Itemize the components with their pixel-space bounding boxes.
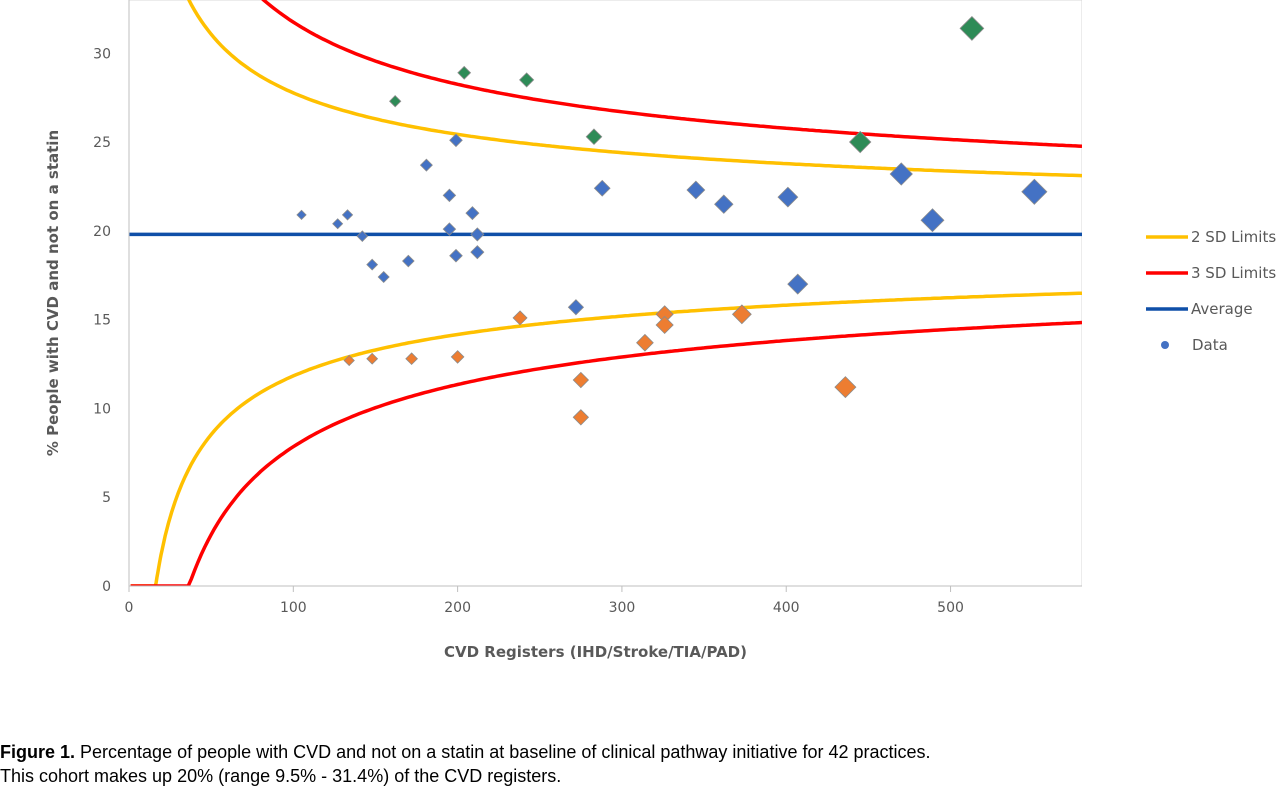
x-tick-label: 100 [280,600,307,616]
sd2-limit-upper-curve [186,0,1082,178]
data-point-within [787,273,809,295]
y-tick-label: 10 [93,401,111,417]
data-point-within [470,245,485,260]
data-point-within [377,270,390,284]
data-point-within [332,218,344,230]
data-point-above [519,72,535,88]
y-axis-title: % People with CVD and not on a statin [44,130,62,456]
sd3-limit-upper-curve [261,0,1082,149]
scatter-plot: 0 100 200 300 400 500 0 5 10 15 20 25 30 CVD Register… [44,0,1276,661]
data-point-below [450,350,465,364]
caption-line-1: Percentage of people with CVD and not on… [75,742,931,762]
data-point-above [848,130,872,154]
data-point-within [920,208,945,233]
sd3-limit-lower-curve [130,320,1082,586]
plot-frame [129,0,1082,586]
legend-label: 3 SD Limits [1191,264,1276,282]
y-tick-label: 25 [93,135,111,151]
data-point-within [777,186,799,208]
legend-label: 2 SD Limits [1191,228,1276,246]
x-tick-label: 300 [609,600,636,616]
data-point-within [442,188,457,203]
data-point-within [1021,178,1048,205]
data-point-within [686,180,706,200]
y-tick-label: 20 [93,224,111,240]
data-point-within [341,209,354,221]
data-point-within [465,206,480,221]
data-point-within [714,194,734,214]
legend-item: 2 SD Limits [1146,228,1276,246]
data-point-below [405,352,418,366]
data-point-above [389,95,402,108]
data-point-within [593,179,611,197]
legend: 2 SD Limits 3 SD Limits Average Data [1146,228,1276,354]
data-point-within [889,162,913,186]
data-point-within [419,158,433,172]
figure-caption: Figure 1. Percentage of people with CVD … [0,740,1270,788]
legend-item: Data [1161,336,1228,354]
x-tick-label: 200 [444,600,471,616]
legend-item: 3 SD Limits [1146,264,1276,282]
axes: 0 100 200 300 400 500 0 5 10 15 20 25 30 CVD Register… [44,0,1082,661]
x-tick-label: 0 [125,600,134,616]
chart: 0 100 200 300 400 500 0 5 10 15 20 25 30 CVD Register… [44,0,1276,661]
legend-label: Data [1192,336,1228,354]
data-point-within [470,227,485,242]
data-point-below [366,352,379,365]
legend-item: Average [1146,300,1253,318]
data-point-within [402,254,415,268]
data-point-within [567,299,585,316]
data-point-above [457,65,472,80]
data-point-below [512,310,528,326]
data-point-within [442,222,457,236]
data-point-within [449,133,463,148]
x-tick-label: 500 [937,600,964,616]
data-point-below [572,371,590,389]
data-point-above [585,128,603,146]
legend-label: Average [1191,300,1253,318]
data-point-below [834,376,857,399]
plot-area [129,0,1082,586]
y-tick-label: 30 [93,46,111,62]
data-point-within [356,230,369,242]
data-point-below [343,354,355,367]
data-point-below [572,409,590,426]
y-tick-label: 15 [93,313,111,329]
y-tick-label: 0 [102,579,111,595]
data-point-below [655,315,674,335]
data-point-within [296,209,307,221]
data-point-below [636,333,654,352]
data-point-within [449,248,463,263]
caption-label: Figure 1. [0,742,76,762]
data-point-within [366,258,379,271]
x-axis-title: CVD Registers (IHD/Stroke/TIA/PAD) [444,643,747,661]
y-tick-label: 5 [102,490,111,506]
legend-swatch-marker [1161,341,1169,349]
x-tick-label: 400 [773,600,800,616]
data-point-below [731,304,752,325]
data-point-above [959,16,985,41]
caption-line-2: This cohort makes up 20% (range 9.5% - 3… [0,766,562,786]
sd2-limit-lower-curve [130,291,1082,586]
